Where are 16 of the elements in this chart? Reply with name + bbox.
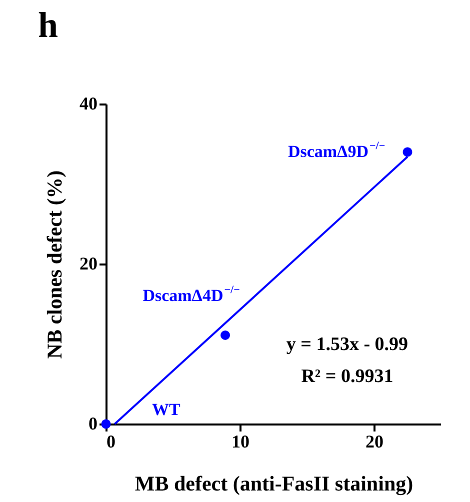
point	[220, 330, 230, 340]
x-tick-label: 0	[106, 432, 116, 452]
annotation: R² = 0.9931	[301, 366, 394, 387]
y-tick-label: 20	[80, 254, 98, 274]
y-tick-label: 0	[88, 414, 98, 434]
y-tick-label: 40	[80, 94, 98, 114]
chart-title: h	[38, 5, 58, 45]
x-tick-label: 20	[366, 432, 384, 452]
annotation: WT	[152, 400, 181, 419]
x-axis-title: MB defect (anti-FasII staining)	[134, 472, 414, 496]
annotation: DscamΔ9D−/−	[288, 140, 386, 161]
point	[402, 147, 412, 157]
annotation: y = 1.53x - 0.99	[286, 334, 408, 355]
x-tick-label: 10	[232, 432, 250, 452]
y-axis-title: NB clones defect (%)	[42, 170, 66, 359]
annotation: DscamΔ4D−/−	[142, 284, 240, 306]
